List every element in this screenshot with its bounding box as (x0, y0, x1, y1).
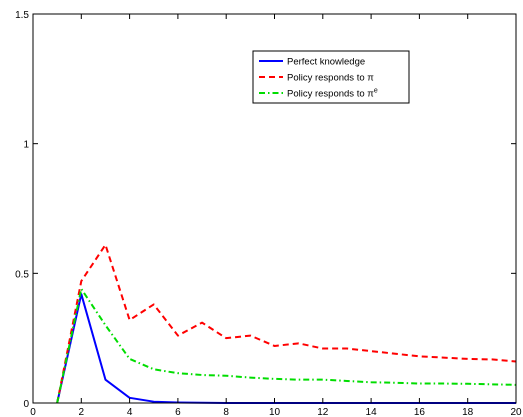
legend-label-1: Perfect knowledge (287, 57, 365, 68)
x-tick-label: 6 (175, 407, 181, 417)
x-tick-label: 12 (317, 407, 329, 417)
series-line-2 (56, 243, 517, 404)
y-tick-label: 0.5 (15, 269, 29, 280)
x-tick-label: 4 (127, 407, 133, 417)
x-tick-label: 16 (414, 407, 426, 417)
legend-label-superscript: e (374, 88, 378, 95)
tick-layer: 0 2 4 6 8 10 12 14 16 18 20 0 0.5 1 1.5 (15, 10, 522, 417)
x-tick-label: 0 (30, 407, 36, 417)
legend-label-2: Policy responds to π (287, 73, 374, 84)
x-tick-label: 8 (223, 407, 229, 417)
y-tick-label: 1.5 (15, 10, 29, 21)
x-tick-label: 20 (510, 407, 522, 417)
legend-box (252, 50, 410, 104)
x-tick-label: 2 (79, 407, 85, 417)
legend: Perfect knowledge Policy responds to π Pol… (252, 50, 410, 104)
x-tick-label: 18 (462, 407, 474, 417)
y-tick-label: 1 (23, 140, 29, 151)
legend-label-3: Policy responds to πe (287, 88, 378, 100)
y-tick-label: 0 (23, 399, 29, 410)
series-line-3 (56, 287, 517, 404)
x-tick-label: 10 (269, 407, 281, 417)
x-tick-label: 14 (366, 407, 378, 417)
